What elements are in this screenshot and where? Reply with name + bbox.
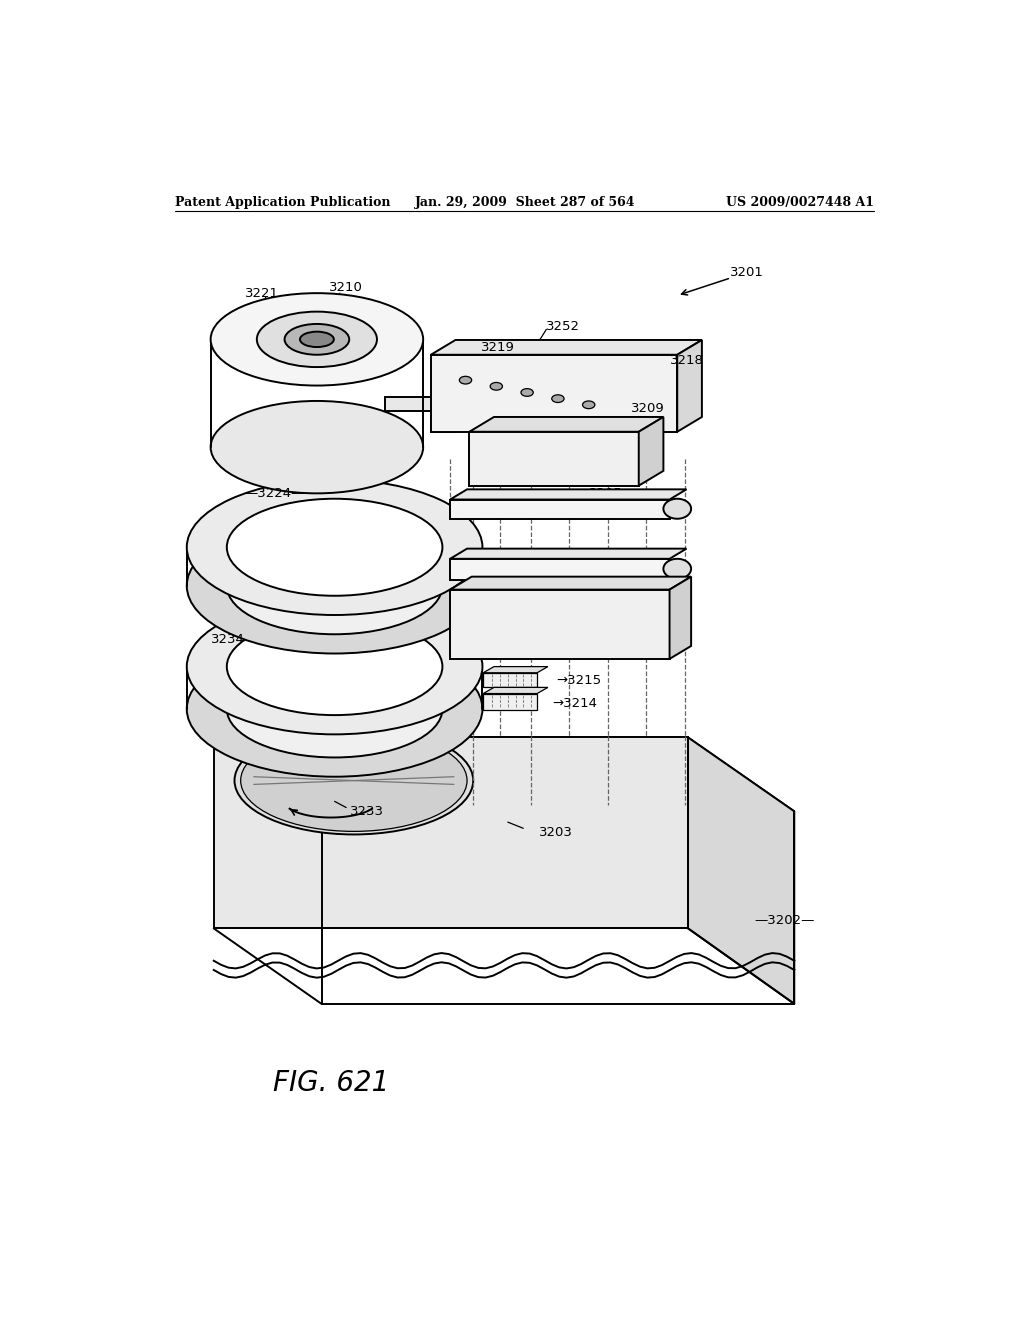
Text: 3209: 3209: [631, 403, 665, 416]
Ellipse shape: [241, 730, 467, 832]
Text: 3225: 3225: [615, 502, 649, 515]
Ellipse shape: [285, 323, 349, 355]
Polygon shape: [677, 341, 701, 432]
Polygon shape: [451, 549, 686, 558]
Ellipse shape: [300, 331, 334, 347]
Ellipse shape: [186, 517, 482, 653]
Ellipse shape: [664, 558, 691, 579]
Text: 3219: 3219: [481, 341, 515, 354]
Ellipse shape: [226, 499, 442, 595]
Polygon shape: [688, 738, 795, 1003]
Ellipse shape: [226, 537, 442, 635]
Ellipse shape: [186, 599, 482, 734]
Text: 3210: 3210: [330, 281, 364, 294]
Text: 3218: 3218: [670, 354, 703, 367]
Text: US 2009/0027448 A1: US 2009/0027448 A1: [726, 195, 874, 209]
Ellipse shape: [226, 660, 442, 758]
Text: 3203: 3203: [539, 825, 572, 838]
Text: →3214: →3214: [553, 697, 598, 710]
Polygon shape: [385, 397, 454, 411]
Ellipse shape: [460, 376, 472, 384]
Polygon shape: [451, 490, 686, 499]
Polygon shape: [451, 577, 691, 590]
Polygon shape: [451, 558, 670, 579]
Ellipse shape: [234, 726, 473, 834]
Polygon shape: [431, 355, 677, 432]
Polygon shape: [469, 417, 664, 432]
Text: Jan. 29, 2009  Sheet 287 of 564: Jan. 29, 2009 Sheet 287 of 564: [415, 195, 635, 209]
Text: 3204: 3204: [560, 548, 594, 561]
Text: 3233: 3233: [350, 805, 384, 818]
Text: →3213: →3213: [631, 597, 676, 610]
Text: 3221: 3221: [245, 286, 279, 300]
Polygon shape: [214, 738, 795, 812]
Polygon shape: [214, 738, 688, 928]
Polygon shape: [670, 577, 691, 659]
Ellipse shape: [583, 401, 595, 409]
Text: 3220: 3220: [275, 363, 309, 376]
Polygon shape: [483, 667, 548, 673]
Polygon shape: [483, 693, 538, 710]
Ellipse shape: [226, 618, 442, 715]
Text: —3224—: —3224—: [245, 487, 305, 500]
Polygon shape: [483, 673, 538, 688]
Polygon shape: [451, 499, 670, 519]
Polygon shape: [639, 417, 664, 486]
Ellipse shape: [664, 499, 691, 519]
Polygon shape: [431, 341, 701, 355]
Text: 3201: 3201: [730, 265, 764, 279]
Ellipse shape: [211, 401, 423, 494]
Polygon shape: [451, 590, 670, 659]
Text: 3252: 3252: [547, 319, 581, 333]
Ellipse shape: [211, 293, 423, 385]
Ellipse shape: [186, 642, 482, 776]
Text: 3205: 3205: [589, 487, 623, 500]
Text: FIG. 621: FIG. 621: [273, 1069, 389, 1097]
Polygon shape: [483, 688, 548, 693]
Text: 3234: 3234: [211, 634, 246, 647]
Text: →3207: →3207: [639, 568, 684, 581]
Ellipse shape: [257, 312, 377, 367]
Ellipse shape: [521, 388, 534, 396]
Ellipse shape: [552, 395, 564, 403]
Text: →3218: →3218: [343, 321, 388, 334]
Text: →3206: →3206: [639, 506, 684, 519]
Text: Patent Application Publication: Patent Application Publication: [175, 195, 391, 209]
Ellipse shape: [186, 479, 482, 615]
Polygon shape: [431, 411, 454, 432]
Text: →3215: →3215: [556, 675, 601, 686]
Ellipse shape: [490, 383, 503, 391]
Text: —3202—: —3202—: [755, 915, 815, 927]
Polygon shape: [469, 432, 639, 486]
